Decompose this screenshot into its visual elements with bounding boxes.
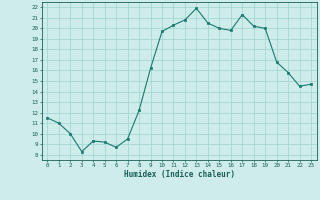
X-axis label: Humidex (Indice chaleur): Humidex (Indice chaleur) (124, 170, 235, 179)
